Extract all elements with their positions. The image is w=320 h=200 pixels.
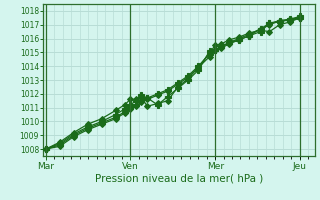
X-axis label: Pression niveau de la mer( hPa ): Pression niveau de la mer( hPa ) xyxy=(95,173,263,183)
